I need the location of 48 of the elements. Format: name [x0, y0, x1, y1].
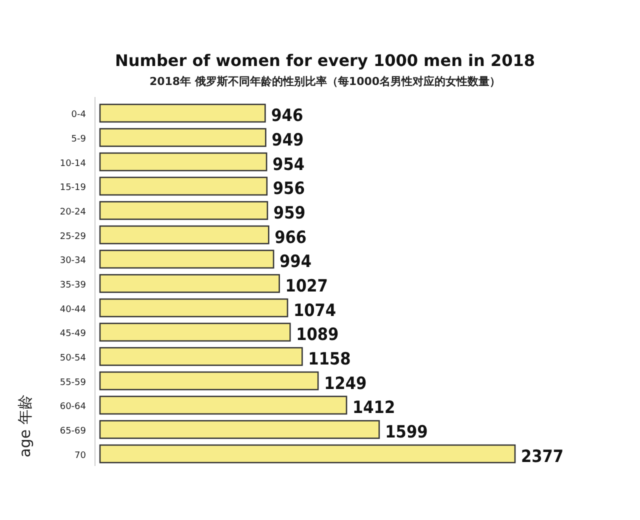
- y-tick-label: 50-54: [60, 354, 86, 364]
- bar: [99, 371, 319, 390]
- bar: [99, 152, 268, 172]
- data-label: 954: [272, 154, 304, 175]
- y-tick-label: 55-59: [60, 378, 86, 388]
- y-tick-label: 40-44: [60, 304, 86, 315]
- bar: [99, 250, 274, 269]
- data-label: 949: [272, 130, 304, 150]
- data-label: 1089: [296, 325, 339, 346]
- y-tick-label: 5-9: [71, 134, 86, 144]
- data-label: 1249: [324, 374, 367, 394]
- bar: [99, 322, 291, 342]
- y-tick-label: 15-19: [60, 183, 86, 194]
- y-tick-label: 20-24: [60, 208, 86, 218]
- bar: [99, 420, 380, 439]
- y-axis-title: age 年龄: [16, 394, 34, 458]
- data-label: 946: [271, 106, 304, 126]
- data-label: 959: [273, 204, 306, 224]
- y-tick-label: 30-34: [60, 256, 86, 266]
- chart-subtitle: 2018年 俄罗斯不同年龄的性别比率（每1000名男性对应的女性数量）: [149, 75, 501, 88]
- data-label: 1599: [385, 422, 428, 442]
- bar: [99, 396, 348, 415]
- bar: [99, 274, 280, 293]
- y-tick-label: 60-64: [60, 402, 86, 412]
- data-label: 994: [280, 252, 312, 272]
- y-tick-label: 25-29: [60, 232, 86, 242]
- bar: [99, 201, 268, 220]
- data-label: 1158: [308, 350, 351, 370]
- bar: [99, 176, 268, 196]
- bar: [99, 128, 266, 147]
- y-tick-label: 0-4: [71, 110, 86, 120]
- y-tick-label: 65-69: [60, 426, 86, 436]
- y-tick-label: 35-39: [60, 280, 86, 290]
- y-tick-label: 10-14: [60, 158, 86, 169]
- data-label: 1027: [285, 276, 328, 296]
- data-label: 1074: [294, 300, 336, 321]
- y-tick-label: 70: [74, 450, 86, 461]
- bar: [99, 347, 303, 366]
- bar: [99, 298, 288, 318]
- data-label: 966: [274, 228, 307, 248]
- bar: [99, 104, 266, 123]
- data-label: 1412: [352, 398, 396, 418]
- bar: [99, 225, 270, 244]
- data-label: 2377: [521, 446, 564, 467]
- data-label: 956: [272, 179, 305, 200]
- chart-title: Number of women for every 1000 men in 2018: [115, 51, 535, 70]
- y-tick-label: 45-49: [60, 329, 86, 340]
- bar: [99, 444, 516, 464]
